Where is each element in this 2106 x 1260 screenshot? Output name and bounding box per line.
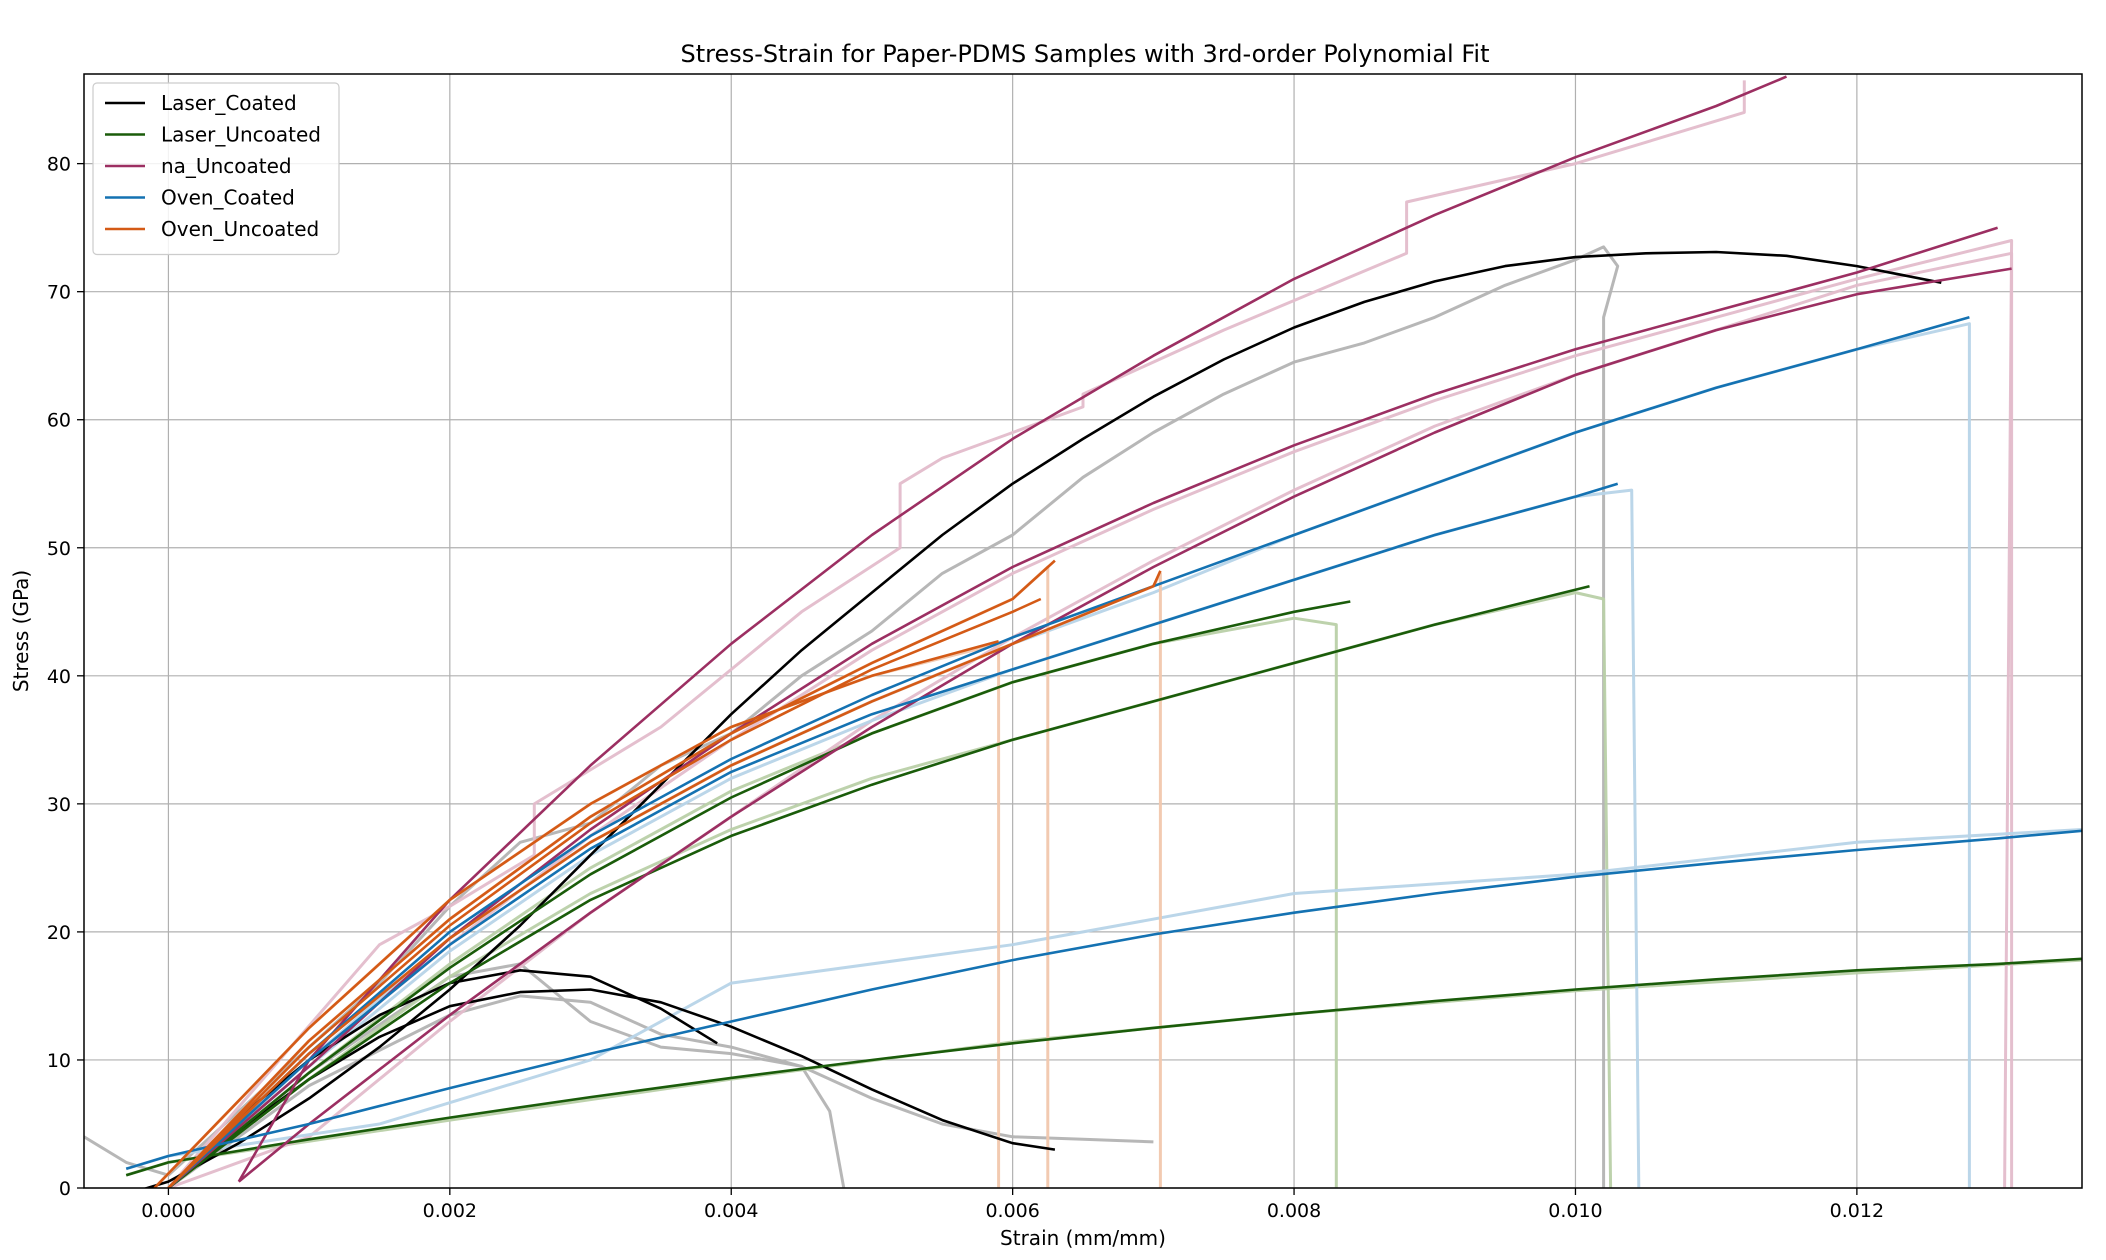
y-tick-label: 70 bbox=[47, 282, 71, 304]
fit-line-oven-coated-11 bbox=[125, 829, 2082, 1171]
fit-line-oven-uncoated-14 bbox=[153, 639, 999, 1188]
fit-line-oven-coated-9 bbox=[167, 316, 1970, 1188]
y-tick-label: 30 bbox=[47, 794, 71, 816]
x-axis-label: Strain (mm/mm) bbox=[1000, 1226, 1166, 1250]
legend-label-oven-uncoated: Oven_Uncoated bbox=[161, 217, 319, 241]
x-axis: 0.000 0.002 0.004 0.006 0.008 0.010 0.012 bbox=[141, 1188, 1884, 1222]
chart-title: Stress-Strain for Paper-PDMS Samples wit… bbox=[681, 40, 1490, 68]
plot-frame bbox=[83, 73, 2083, 1189]
fit-line-oven-uncoated-13 bbox=[167, 570, 1162, 1188]
x-tick-label: 0.012 bbox=[1830, 1200, 1884, 1222]
y-axis-label: Stress (GPa) bbox=[9, 570, 33, 692]
raw-line-raw-na-uncoated-6 bbox=[167, 80, 1746, 1188]
legend-label-laser-uncoated: Laser_Uncoated bbox=[161, 123, 321, 147]
fit-series bbox=[125, 75, 2082, 1188]
y-tick-label: 20 bbox=[47, 922, 71, 944]
y-tick-label: 60 bbox=[47, 410, 71, 432]
x-tick-label: 0.008 bbox=[1267, 1200, 1321, 1222]
raw-line-raw-na-uncoated-7 bbox=[167, 239, 2014, 1188]
legend-label-oven-coated: Oven_Coated bbox=[161, 186, 295, 210]
y-axis: 0 10 20 30 40 50 60 70 80 bbox=[47, 154, 84, 1200]
y-tick-label: 80 bbox=[47, 154, 71, 176]
fit-line-na-uncoated-7 bbox=[167, 226, 1998, 1188]
x-tick-label: 0.004 bbox=[704, 1200, 758, 1222]
y-tick-label: 50 bbox=[47, 538, 71, 560]
x-tick-label: 0.006 bbox=[985, 1200, 1039, 1222]
raw-line-raw-oven-coated-11 bbox=[125, 828, 2082, 1171]
legend-label-laser-coated: Laser_Coated bbox=[161, 91, 297, 115]
fit-line-laser-uncoated-5 bbox=[125, 957, 2082, 1177]
x-tick-label: 0.002 bbox=[423, 1200, 477, 1222]
y-tick-label: 40 bbox=[47, 666, 71, 688]
fit-line-oven-coated-10 bbox=[167, 482, 1619, 1188]
fit-line-laser-uncoated-4 bbox=[167, 584, 1590, 1188]
raw-line-raw-laser-coated-1 bbox=[167, 962, 846, 1188]
fit-line-oven-uncoated-12 bbox=[167, 559, 1056, 1188]
x-tick-label: 0.010 bbox=[1548, 1200, 1602, 1222]
fit-line-oven-uncoated-15 bbox=[167, 597, 1042, 1188]
legend-box bbox=[92, 82, 340, 256]
y-tick-label: 0 bbox=[59, 1178, 71, 1200]
y-tick-label: 10 bbox=[47, 1050, 71, 1072]
legend: Laser_Coated Laser_Uncoated na_Uncoated Ove… bbox=[92, 82, 340, 256]
fit-line-na-uncoated-8 bbox=[237, 267, 2012, 1183]
x-tick-label: 0.000 bbox=[141, 1200, 195, 1222]
fit-line-laser-uncoated-3 bbox=[167, 600, 1351, 1188]
raw-line-raw-na-uncoated-8 bbox=[167, 251, 2014, 1188]
legend-label-na-uncoated: na_Uncoated bbox=[161, 154, 292, 178]
